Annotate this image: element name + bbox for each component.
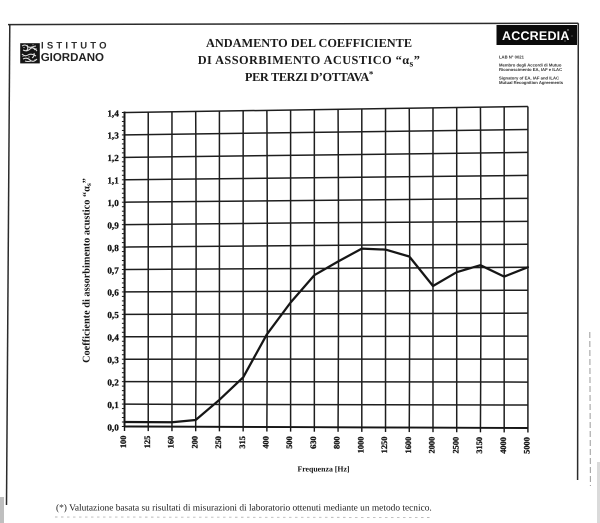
svg-text:Mutual Recognition Agreements: Mutual Recognition Agreements	[499, 80, 564, 85]
svg-text:315: 315	[238, 436, 247, 449]
svg-text:2500: 2500	[451, 437, 460, 454]
svg-text:1600: 1600	[404, 437, 413, 454]
svg-text:200: 200	[190, 436, 199, 449]
svg-text:Frequenza [Hz]: Frequenza [Hz]	[297, 465, 349, 474]
svg-text:0,6: 0,6	[107, 288, 119, 298]
svg-text:0,8: 0,8	[107, 243, 119, 253]
svg-text:0,9: 0,9	[107, 220, 119, 230]
svg-text:1,4: 1,4	[107, 108, 119, 118]
svg-text:PER TERZI D’OTTAVA*: PER TERZI D’OTTAVA*	[245, 69, 374, 84]
svg-text:1000: 1000	[356, 437, 365, 454]
svg-text:2000: 2000	[428, 437, 437, 454]
svg-text:5000: 5000	[523, 437, 532, 454]
svg-text:0,4: 0,4	[107, 333, 119, 343]
svg-text:ANDAMENTO DEL COEFFICIENTE: ANDAMENTO DEL COEFFICIENTE	[206, 36, 412, 50]
svg-text:400: 400	[262, 436, 271, 449]
svg-text:GIORDANO: GIORDANO	[41, 52, 104, 64]
svg-text:ACCREDIA: ACCREDIA	[502, 29, 570, 43]
svg-text:(*) Valutazione basata su risu: (*) Valutazione basata su risultati di m…	[56, 504, 432, 514]
svg-text:0,5: 0,5	[107, 310, 119, 320]
svg-text:3150: 3150	[475, 437, 484, 454]
svg-text:0,1: 0,1	[107, 400, 119, 410]
svg-text:800: 800	[333, 436, 342, 449]
svg-text:0,3: 0,3	[107, 355, 119, 365]
svg-text:LAB N° 0021: LAB N° 0021	[499, 55, 525, 60]
svg-text:ISTITUTO: ISTITUTO	[41, 41, 110, 52]
svg-text:250: 250	[214, 436, 223, 449]
svg-text:0,2: 0,2	[107, 377, 119, 387]
svg-text:1,0: 1,0	[107, 198, 119, 208]
svg-text:Membro degli Accordi di Mutuo: Membro degli Accordi di Mutuo	[499, 63, 562, 68]
svg-text:630: 630	[309, 436, 318, 449]
svg-text:1,2: 1,2	[107, 153, 119, 163]
svg-text:1,1: 1,1	[107, 176, 119, 186]
svg-text:160: 160	[167, 436, 176, 449]
svg-text:1250: 1250	[380, 437, 389, 454]
svg-text:1,3: 1,3	[107, 131, 119, 141]
svg-text:DI ASSORBIMENTO ACUSTICO “αs”: DI ASSORBIMENTO ACUSTICO “αs”	[198, 53, 421, 69]
svg-text:Riconoscimento EA, IAF e ILAC: Riconoscimento EA, IAF e ILAC	[499, 67, 562, 72]
svg-text:125: 125	[143, 436, 152, 449]
svg-text:Coefficiente di assorbimento a: Coefficiente di assorbimento acustico “α…	[82, 178, 94, 363]
svg-text:0,7: 0,7	[107, 265, 119, 275]
svg-text:0,0: 0,0	[107, 422, 119, 432]
svg-text:4000: 4000	[499, 437, 508, 454]
svg-text:Signatory of EA, IAF and ILAC: Signatory of EA, IAF and ILAC	[499, 76, 559, 81]
svg-text:500: 500	[285, 436, 294, 449]
svg-text:100: 100	[119, 436, 128, 449]
